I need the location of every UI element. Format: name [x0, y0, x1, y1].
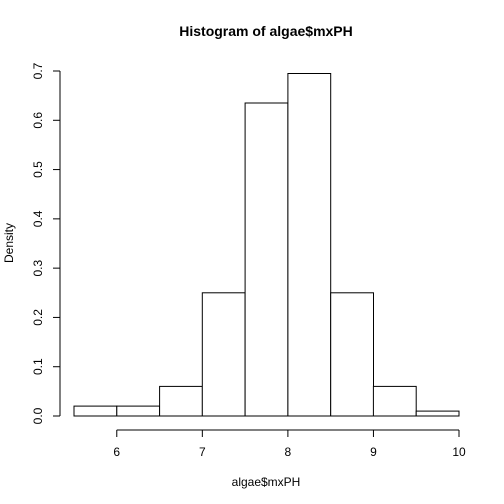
- bar-6: [330, 292, 375, 417]
- x-tick-label-0: 6: [113, 445, 120, 459]
- bar-4: [244, 102, 289, 417]
- y-tick-label-6: 0.6: [31, 112, 45, 129]
- y-tick-label-3: 0.3: [31, 259, 45, 276]
- x-tick-label-1: 7: [199, 445, 206, 459]
- x-axis: 6 7 8 9 10: [113, 429, 466, 459]
- x-tick-label-2: 8: [285, 445, 292, 459]
- y-tick-label-7: 0.7: [31, 62, 45, 79]
- bar-5: [287, 73, 332, 417]
- bar-0: [73, 405, 118, 417]
- bar-1: [116, 405, 161, 417]
- chart-title: Histogram of algae$mxPH: [179, 23, 353, 39]
- y-axis-label: Density: [2, 223, 16, 263]
- x-tick-label-3: 9: [370, 445, 377, 459]
- x-axis-label: algae$mxPH: [232, 475, 301, 489]
- x-tick-label-4: 10: [452, 445, 466, 459]
- y-tick-label-0: 0.0: [31, 407, 45, 424]
- bar-3: [201, 292, 246, 417]
- bar-8: [415, 410, 460, 417]
- y-tick-label-2: 0.2: [31, 309, 45, 326]
- bars-group: [73, 73, 460, 417]
- bar-2: [159, 385, 203, 417]
- y-tick-label-4: 0.4: [31, 210, 45, 227]
- y-axis: 0.0 0.1 0.2 0.3 0.4 0.5 0.6 0.7: [31, 62, 61, 424]
- y-tick-label-5: 0.5: [31, 161, 45, 178]
- y-tick-label-1: 0.1: [31, 358, 45, 375]
- bar-7: [372, 385, 417, 417]
